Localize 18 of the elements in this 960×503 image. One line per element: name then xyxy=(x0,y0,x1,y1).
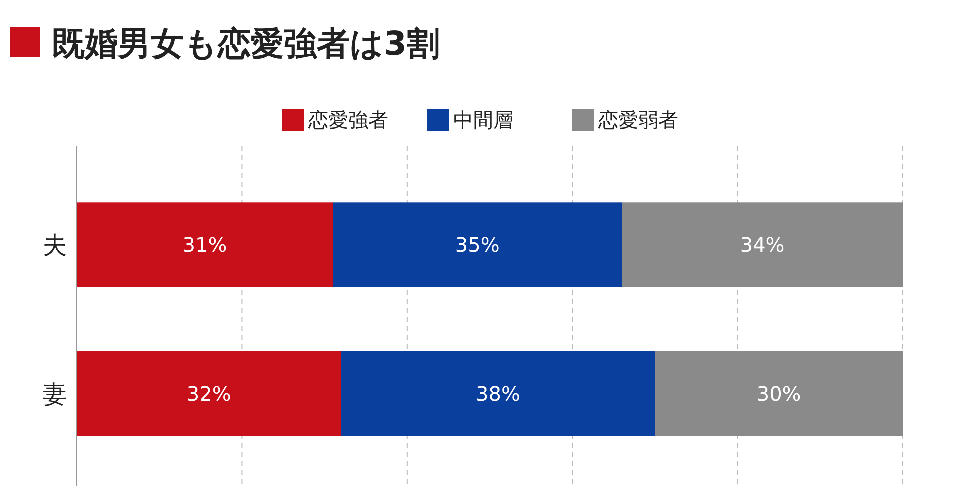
data-label: 34% xyxy=(740,233,785,258)
bar xyxy=(622,202,903,288)
y-tick-label: 妻 xyxy=(43,380,67,408)
data-label: 38% xyxy=(476,382,520,406)
y-tick-label: 夫 xyxy=(43,231,67,260)
data-label: 32% xyxy=(186,382,232,406)
legend-label: 恋愛強者 xyxy=(308,108,388,132)
bar xyxy=(77,352,342,436)
data-label: 31% xyxy=(182,233,228,258)
bar xyxy=(655,352,903,436)
bar xyxy=(341,352,656,436)
bar xyxy=(77,202,334,288)
legend-label: 中間層 xyxy=(454,108,514,132)
legend-label: 恋愛弱者 xyxy=(598,108,678,132)
bar xyxy=(333,202,622,288)
data-label: 35% xyxy=(455,233,500,258)
chart-title: 既婚男女も恋愛強者は3割 xyxy=(52,24,440,63)
data-label: 30% xyxy=(756,382,802,406)
